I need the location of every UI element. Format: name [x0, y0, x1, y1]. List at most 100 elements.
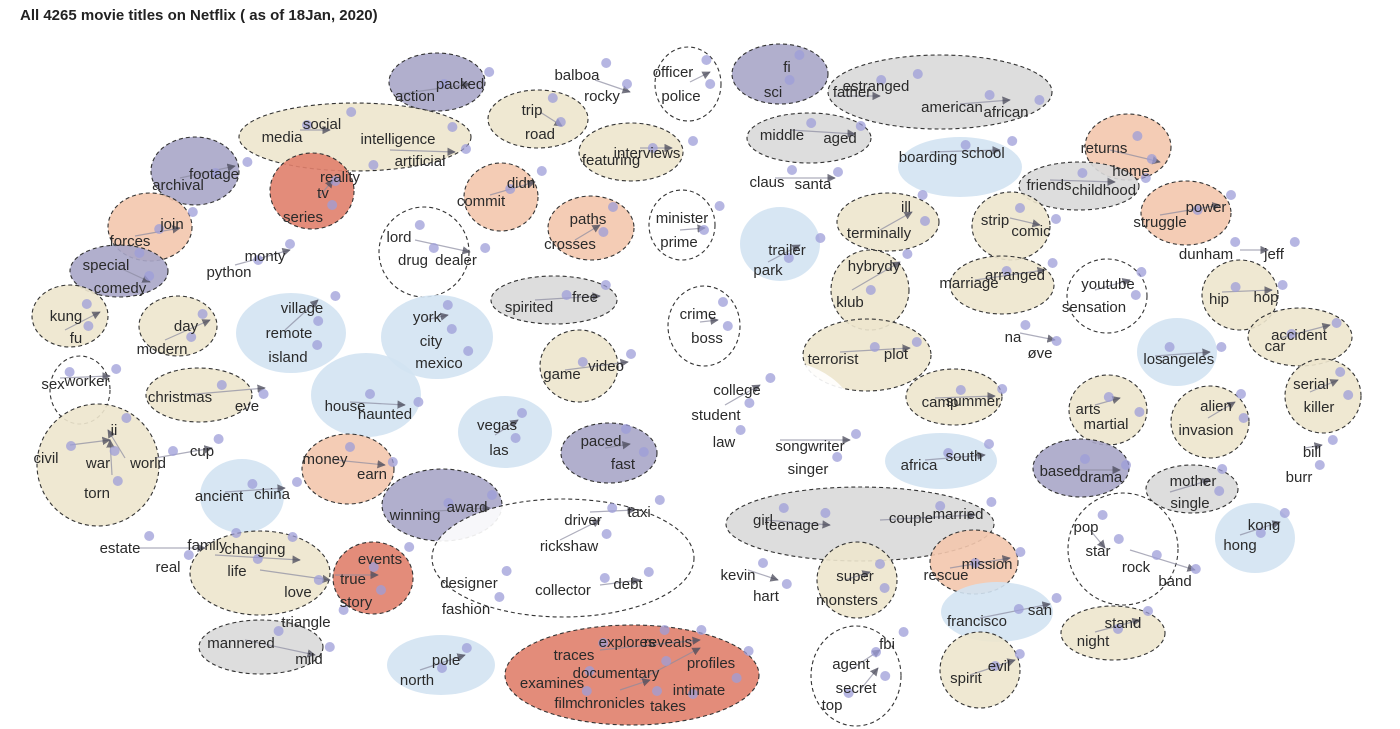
cluster-mild-mannered: [198, 619, 324, 675]
word-label: jeff: [1263, 246, 1285, 263]
node-mild-mannered-0: [273, 626, 284, 636]
word-label: band: [1158, 573, 1191, 590]
node-pop-star-0: [1097, 510, 1108, 520]
node-media-intelligence-1: [346, 107, 357, 117]
word-label: dunham: [1179, 246, 1233, 263]
word-label: evil: [988, 658, 1011, 675]
cluster-pop-star: [1067, 492, 1179, 606]
word-label: terrorist: [808, 351, 860, 368]
cluster-los-angeles: [1137, 318, 1217, 386]
node-hip-hop-0: [1230, 282, 1241, 292]
node-video-game-1: [626, 349, 636, 359]
word-label: pop: [1073, 519, 1098, 536]
node-changing-life-1: [287, 532, 298, 542]
edge-world-war-0: [69, 436, 111, 446]
node-stand-night-1: [1113, 624, 1123, 634]
word-label: examines: [520, 675, 584, 692]
node-accident-car-0: [1331, 318, 1342, 328]
node-north-pole-0: [461, 643, 472, 653]
node-documentary-6: [731, 673, 742, 683]
word-label: teenage: [765, 517, 819, 534]
word-label: driver: [564, 512, 602, 529]
node-true-story-0: [404, 542, 415, 552]
word-label: interviews: [614, 145, 681, 162]
word-label: super: [836, 568, 874, 585]
edge-serial-killer-0: [1309, 379, 1339, 393]
word-label: chronicles: [577, 695, 645, 712]
word-label: pole: [432, 652, 460, 669]
node-arranged-marriage-1: [1001, 266, 1012, 276]
node-accident-car-1: [1286, 329, 1297, 339]
edge-super-monsters-0: [844, 570, 871, 581]
node-video-game-0: [577, 357, 588, 367]
node-new-york-1: [446, 324, 457, 334]
edge-single-mother-0: [1169, 478, 1211, 493]
word-label: strip: [981, 212, 1009, 229]
word-label: kung: [50, 308, 83, 325]
cluster-prime-minister: [648, 189, 716, 261]
node-modern-day-1: [186, 332, 197, 342]
word-label: childhood: [1072, 182, 1136, 199]
word-label: money: [302, 451, 348, 468]
node-serial-killer-0: [1335, 367, 1346, 377]
edge-strip-comic-0: [1009, 217, 1041, 228]
cluster-struggle-power: [1140, 180, 1232, 246]
word-label: kong: [1248, 517, 1281, 534]
word-label: drug: [398, 252, 428, 269]
word-label: terminally: [847, 225, 912, 242]
word-label: collector: [535, 582, 591, 599]
node-alien-invasion-0: [1236, 389, 1246, 399]
word-label: media: [262, 129, 304, 146]
node-changing-life-3: [313, 575, 324, 585]
node-spirited-1: [600, 280, 611, 290]
word-label: vegas: [477, 417, 517, 434]
node-african-american-3: [1034, 95, 1045, 105]
edge-bill-burr-0: [1304, 442, 1323, 451]
node-boarding-school-1: [1007, 136, 1018, 146]
word-label: story: [340, 594, 373, 611]
word-label: earn: [357, 466, 387, 483]
node-trailer-park-1: [783, 253, 794, 263]
edge-african-american-1: [959, 96, 1011, 105]
node-evil-spirit-0: [1014, 649, 1025, 659]
edge-arranged-marriage-0: [974, 266, 1046, 281]
node-media-intelligence-0: [302, 120, 312, 130]
node-documentary-8: [652, 686, 662, 696]
edge-na-ove-0: [1019, 332, 1056, 343]
word-label: eve: [235, 398, 259, 415]
word-label: sensation: [1062, 299, 1126, 316]
word-label: american: [921, 99, 983, 116]
word-label: world: [129, 455, 166, 472]
word-label: dealer: [435, 252, 477, 269]
word-label: worker: [63, 373, 109, 390]
word-label: arts: [1075, 401, 1100, 418]
node-special-comedy-0: [134, 248, 145, 258]
cluster-media-intelligence: [238, 102, 472, 172]
node-kung-fu-1: [83, 321, 94, 331]
word-label: law: [713, 434, 736, 451]
word-label: china: [254, 486, 291, 503]
edge-kevin-hart-0: [747, 569, 779, 582]
node-earn-money-1: [387, 457, 398, 467]
node-spirited-0: [561, 290, 572, 300]
edge-alien-invasion-0: [1207, 401, 1236, 419]
graph-title: All 4265 movie titles on Netflix ( as of…: [20, 7, 378, 24]
node-taxi-driver-3: [501, 566, 512, 576]
cluster-friends-childhood: [1018, 161, 1140, 211]
node-christmas-eve-0: [216, 380, 227, 390]
edge-pop-star-0: [1089, 529, 1106, 549]
node-haunted-house-1: [413, 397, 424, 407]
word-label: fbi: [879, 636, 895, 653]
edge-documentary-0: [599, 636, 701, 651]
node-documentary-0: [598, 638, 609, 648]
word-label: remote: [266, 325, 313, 342]
node-hong-kong-1: [1255, 528, 1266, 538]
node-taxi-driver-6: [643, 567, 654, 577]
edge-kung-fu-0: [64, 311, 101, 331]
edge-friends-childhood-0: [1049, 177, 1116, 186]
node-drug-dealer-0: [414, 220, 425, 230]
edge-teenage-girl-0: [764, 519, 831, 529]
word-label: hong: [1223, 537, 1256, 554]
node-struggle-power-0: [1226, 190, 1236, 200]
cluster-earn-money: [301, 433, 395, 505]
